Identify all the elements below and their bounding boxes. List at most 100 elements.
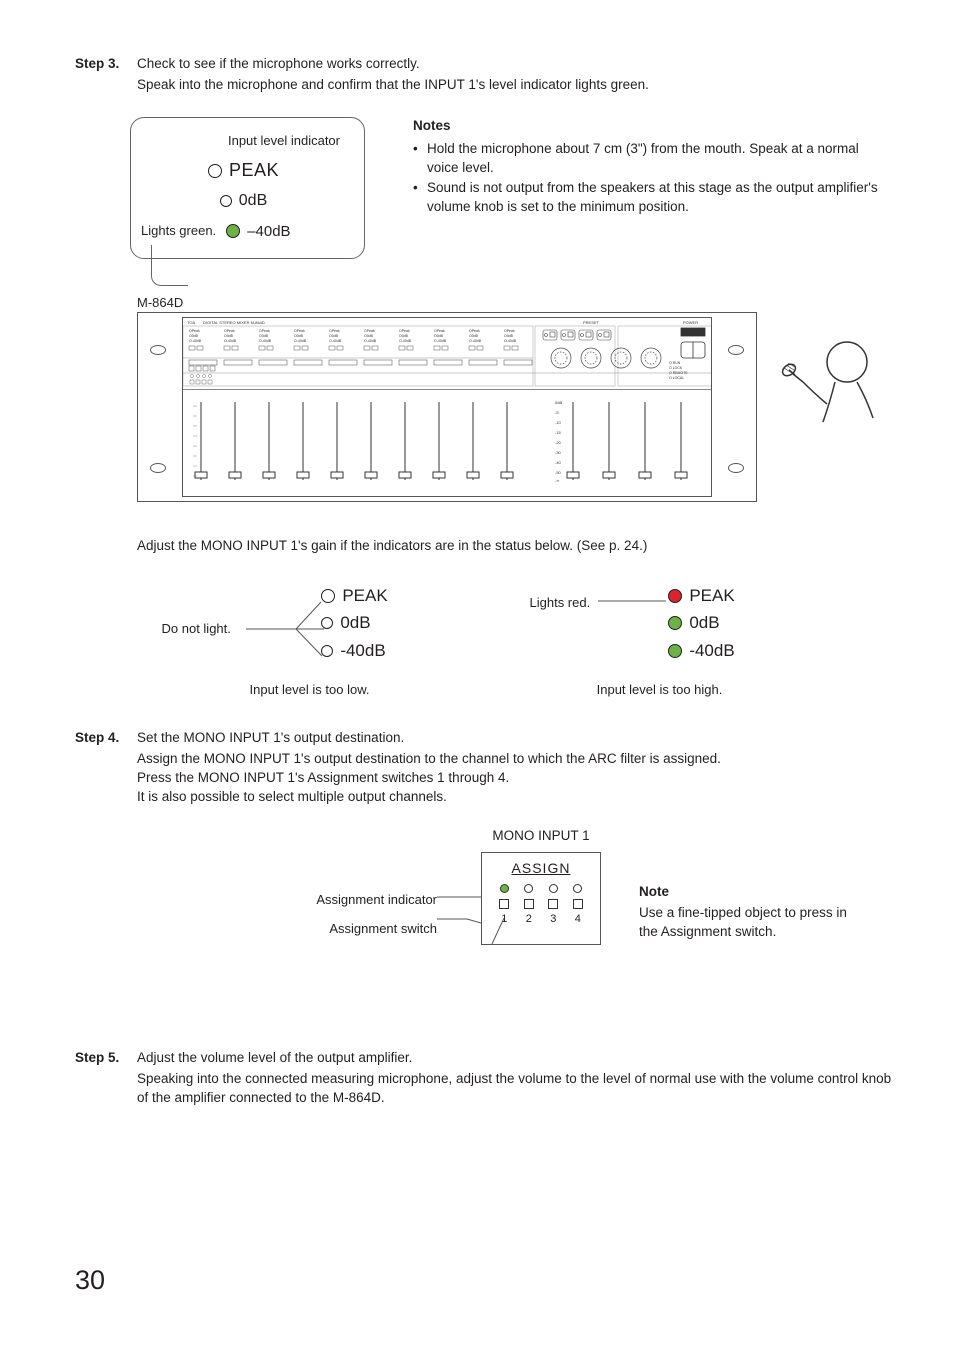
assignment-switch-label: Assignment switch [137,920,437,938]
svg-text:O-40dB: O-40dB [329,339,342,343]
sliders-svg: 12345678ST 1ST 2 I N P U T 1234 O U T P … [183,396,711,486]
peak-indicator-icon [208,164,222,178]
assign-switch-2[interactable] [524,899,534,909]
svg-text:PRESET: PRESET [583,320,600,325]
assign-indicators-row [492,884,590,893]
assign-figure: Assignment indicator Assignment switch M… [137,827,894,1005]
note-item: Sound is not output from the speakers at… [413,179,894,217]
svg-text:O-40dB: O-40dB [294,339,307,343]
assign-box-wrap: MONO INPUT 1 ASSIGN 1 2 3 4 [481,827,601,945]
step4-line2: Assign the MONO INPUT 1's output destina… [137,750,894,769]
svg-text:OPeak: OPeak [364,329,375,333]
neg40-text: –40dB [247,221,290,242]
svg-text:OPeak: OPeak [504,329,515,333]
ind-0db-row: 0dB [668,611,734,635]
svg-text:-40: -40 [555,460,562,465]
ind-peak-row: PEAK [668,584,734,608]
ind-40db-row: -40dB [668,639,734,663]
note-item: Hold the microphone about 7 cm (3") from… [413,140,894,178]
svg-text:OPeak: OPeak [469,329,480,333]
svg-text:0dB: 0dB [555,400,562,405]
svg-text:O-40dB: O-40dB [224,339,237,343]
callout-40db: Lights green. –40dB [141,221,346,242]
zero-indicator-icon [220,195,232,207]
step3-sub: Speak into the microphone and confirm th… [137,76,894,95]
assign-switch-3[interactable] [548,899,558,909]
zero-green-icon [668,616,682,630]
rack-hole-icon [728,463,744,473]
assign-box: ASSIGN 1 2 3 4 [481,852,601,945]
peak-text: PEAK [342,584,387,608]
svg-text:O LOCAL: O LOCAL [669,376,684,380]
assign-num: 4 [575,912,581,927]
device-row: TOADIGITAL STEREO MIXER M-864D PRESETPOW… [137,312,894,502]
assign-switch-4[interactable] [573,899,583,909]
peak-red-icon [668,589,682,603]
step5-title: Adjust the volume level of the output am… [137,1049,894,1068]
svg-text:-10: -10 [555,420,562,425]
svg-text:O0dB: O0dB [504,334,514,338]
rack-hole-icon [728,345,744,355]
neg40-green-icon [668,644,682,658]
lights-red-label: Lights red. [530,594,591,612]
assign-indicator-3-icon [549,884,558,893]
svg-text:O0dB: O0dB [294,334,304,338]
leader-lines-icon [437,875,481,1005]
step5-label: Step 5. [75,1049,137,1068]
zero-text: 0dB [340,611,370,635]
svg-text:OPeak: OPeak [329,329,340,333]
assign-num: 2 [526,912,532,927]
indicator-comparison: Do not light. PEAK 0dB -40dB Input level… [75,580,894,700]
ind-0db-row: 0dB [321,611,387,635]
assignment-indicator-label: Assignment indicator [137,891,437,909]
assign-switches-row [492,899,590,909]
device-label: M-864D [137,294,894,312]
callout-0db: 0dB [141,190,346,212]
svg-text:O-40dB: O-40dB [259,339,272,343]
lights-green-label: Lights green. [141,222,216,240]
device-sliders: 12345678ST 1ST 2 I N P U T 1234 O U T P … [183,396,711,486]
svg-text:-∞: -∞ [555,478,559,483]
svg-text:O REMOTE: O REMOTE [669,371,688,375]
svg-text:OPeak: OPeak [259,329,270,333]
ind-too-low: Do not light. PEAK 0dB -40dB Input level… [190,580,430,700]
svg-text:O-40dB: O-40dB [189,339,202,343]
step3-figure-row: Input level indicator PEAK 0dB Lights gr… [75,117,894,259]
assign-indicator-2-icon [524,884,533,893]
rack-hole-icon [150,345,166,355]
diag-leader-icon [490,918,520,946]
svg-text:-15: -15 [555,430,562,435]
svg-text:O0dB: O0dB [224,334,234,338]
rack-hole-icon [150,463,166,473]
assign-indicator-4-icon [573,884,582,893]
note-body: Use a fine-tipped object to press in the… [639,904,869,942]
svg-text:O-40dB: O-40dB [399,339,412,343]
neg40-indicator-icon [226,224,240,238]
svg-text:O RUN: O RUN [669,361,681,365]
assign-switch-1[interactable] [499,899,509,909]
svg-text:OPeak: OPeak [399,329,410,333]
svg-text:O-40dB: O-40dB [364,339,377,343]
step5-line2: Speaking into the connected measuring mi… [137,1070,894,1108]
step3-title: Check to see if the microphone works cor… [137,55,894,74]
callout-title: Input level indicator [141,132,340,150]
svg-text:O-40dB: O-40dB [504,339,517,343]
device-panel: TOADIGITAL STEREO MIXER M-864D PRESETPOW… [182,317,712,497]
svg-text:O0dB: O0dB [189,334,199,338]
step5-header: Step 5. Adjust the volume level of the o… [75,1049,894,1068]
assign-labels: Assignment indicator Assignment switch [137,827,437,938]
leader-line-icon [598,598,666,608]
svg-text:POWER: POWER [683,320,698,325]
assign-num: 3 [550,912,556,927]
gain-note: Adjust the MONO INPUT 1's gain if the in… [137,537,894,556]
peak-text: PEAK [689,584,734,608]
ind-high-caption: Input level is too high. [540,681,780,699]
svg-text:O0dB: O0dB [469,334,479,338]
svg-text:OPeak: OPeak [189,329,200,333]
step4-note: Note Use a fine-tipped object to press i… [639,827,869,942]
svg-text:O-40dB: O-40dB [434,339,447,343]
peak-text: PEAK [229,158,279,183]
mono-input-title: MONO INPUT 1 [481,827,601,846]
step4-header: Step 4. Set the MONO INPUT 1's output de… [75,729,894,748]
ind-too-high: Lights red. PEAK 0dB -40dB Input level i… [540,580,780,700]
